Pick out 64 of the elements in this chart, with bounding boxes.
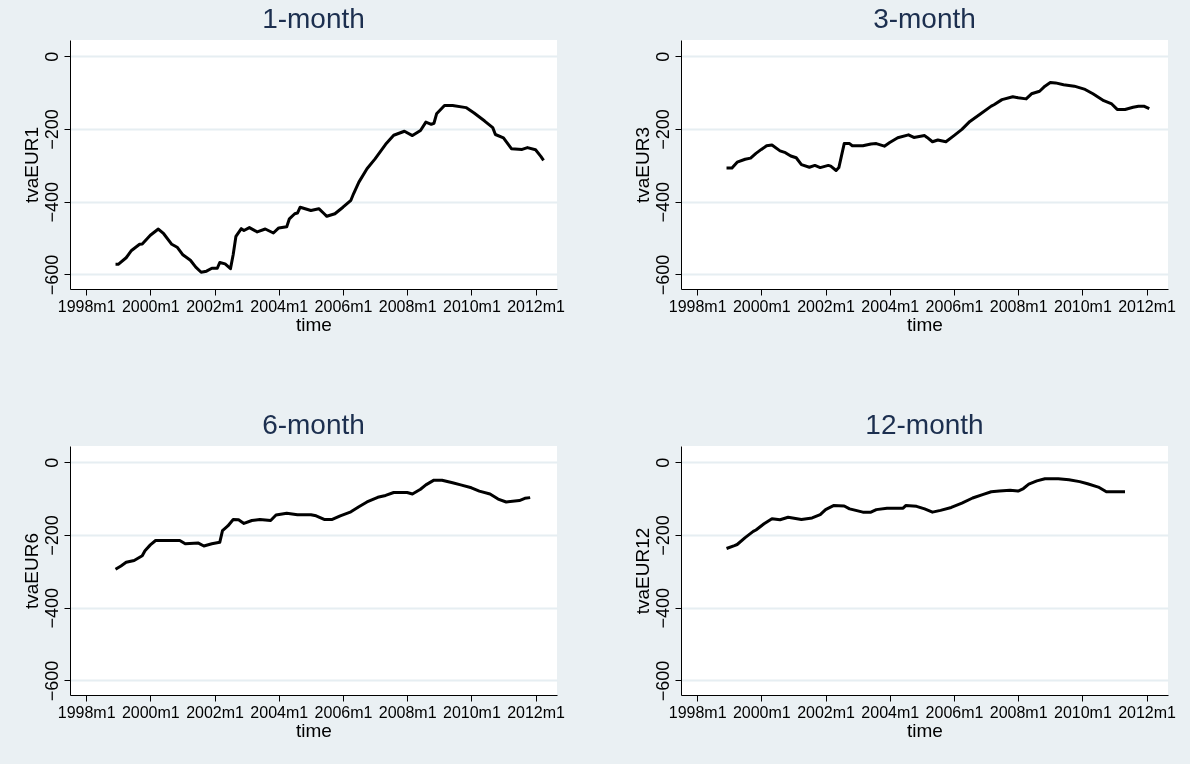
x-axis-title: time	[907, 313, 943, 335]
x-tick-label: 2000m1	[121, 703, 180, 721]
y-axis-title: tvaEUR6	[20, 532, 42, 610]
line-series	[725, 477, 1127, 551]
x-tick-label: 2012m1	[1118, 703, 1177, 721]
y-tick-label: 0	[41, 457, 62, 468]
y-tick-label: −400	[41, 587, 62, 629]
x-tick-label: 2002m1	[186, 297, 245, 315]
x-tick-label: 2010m1	[442, 297, 501, 315]
y-tick-label: −600	[652, 660, 673, 702]
y-tick-label: −600	[41, 254, 62, 296]
line-series	[725, 81, 1151, 172]
x-tick-label: 1998m1	[57, 703, 116, 721]
chart-title: 6-month	[262, 409, 365, 440]
y-axis-title: tvaEUR1	[20, 126, 42, 204]
x-tick-label: 2006m1	[314, 297, 373, 315]
x-tick-label: 2004m1	[250, 297, 309, 315]
x-tick-label: 2000m1	[732, 297, 791, 315]
x-tick-label: 2008m1	[989, 297, 1048, 315]
line-series	[114, 478, 532, 571]
chart-title: 3-month	[873, 3, 976, 34]
x-tick-label: 2000m1	[121, 297, 180, 315]
y-tick-label: −600	[41, 660, 62, 702]
x-tick-label: 2004m1	[250, 703, 309, 721]
x-tick-label: 2002m1	[797, 703, 856, 721]
line-series	[114, 103, 546, 274]
x-tick-label: 2010m1	[442, 703, 501, 721]
y-tick-label: −200	[652, 515, 673, 556]
x-tick-label: 2006m1	[925, 297, 984, 315]
chart-title: 1-month	[262, 3, 365, 34]
x-tick-label: 2004m1	[861, 297, 920, 315]
y-tick-label: −200	[41, 109, 62, 150]
y-tick-label: 0	[652, 51, 673, 62]
chart-title: 12-month	[865, 409, 984, 440]
x-tick-label: 2012m1	[1118, 297, 1177, 315]
y-tick-label: −400	[652, 587, 673, 629]
x-tick-label: 2008m1	[378, 297, 437, 315]
x-tick-label: 2012m1	[507, 703, 566, 721]
x-tick-label: 1998m1	[668, 703, 727, 721]
x-tick-label: 2002m1	[797, 297, 856, 315]
y-tick-label: −600	[652, 254, 673, 296]
x-axis-title: time	[296, 719, 332, 741]
x-tick-label: 2006m1	[925, 703, 984, 721]
x-tick-label: 1998m1	[57, 297, 116, 315]
x-tick-label: 2010m1	[1053, 703, 1112, 721]
x-tick-label: 2004m1	[861, 703, 920, 721]
x-tick-label: 2006m1	[314, 703, 373, 721]
x-tick-label: 2008m1	[378, 703, 437, 721]
x-tick-label: 2008m1	[989, 703, 1048, 721]
x-tick-label: 2000m1	[732, 703, 791, 721]
x-axis-title: time	[296, 313, 332, 335]
y-axis-title: tvaEUR3	[631, 126, 653, 204]
x-axis-title: time	[907, 719, 943, 741]
y-tick-label: −400	[652, 181, 673, 223]
x-tick-label: 2010m1	[1053, 297, 1112, 315]
x-tick-label: 2012m1	[507, 297, 566, 315]
x-tick-label: 1998m1	[668, 297, 727, 315]
y-tick-label: −400	[41, 181, 62, 223]
y-tick-label: −200	[41, 515, 62, 556]
x-tick-label: 2002m1	[186, 703, 245, 721]
y-axis-title: tvaEUR12	[631, 527, 653, 615]
y-tick-label: 0	[652, 457, 673, 468]
y-tick-label: −200	[652, 109, 673, 150]
y-tick-label: 0	[41, 51, 62, 62]
